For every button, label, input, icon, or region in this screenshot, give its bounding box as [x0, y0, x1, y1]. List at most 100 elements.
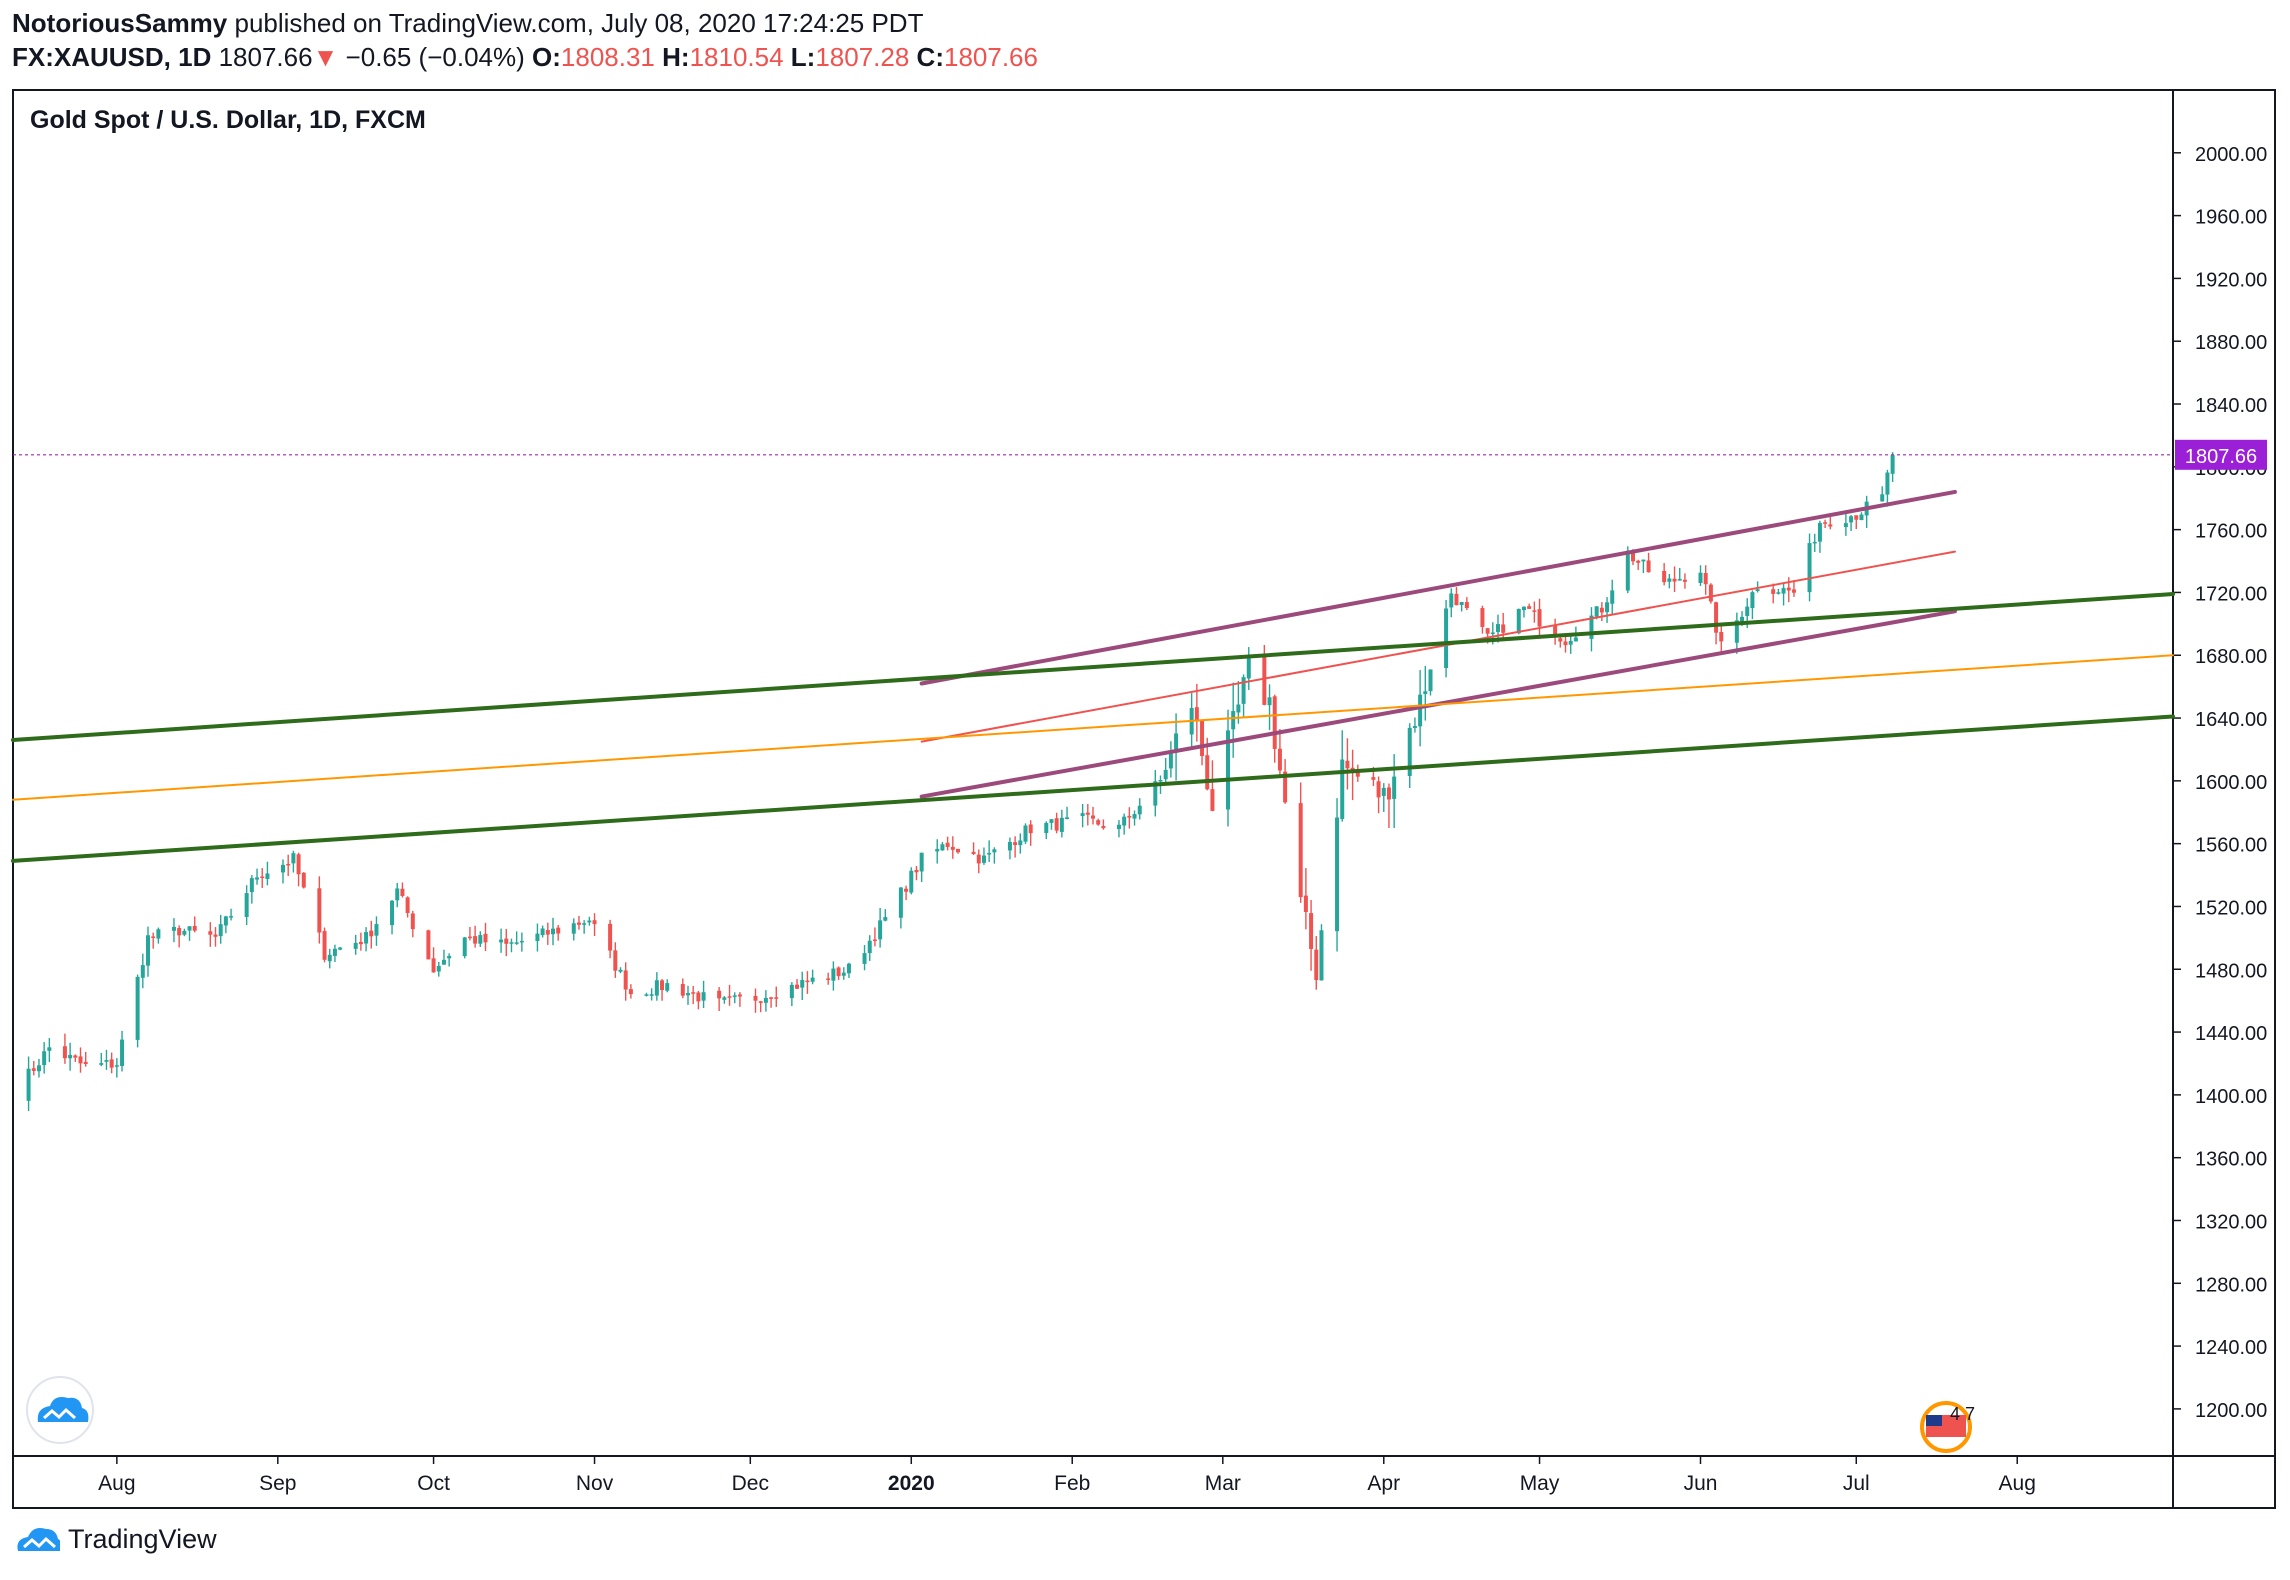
candle-body — [1823, 522, 1828, 524]
candle-body — [1116, 824, 1121, 830]
candle-body — [1682, 579, 1687, 582]
candle-body — [1444, 608, 1449, 668]
candle-body — [135, 976, 140, 1040]
footer-brand[interactable]: TradingView — [14, 1524, 217, 1555]
y-axis[interactable]: 1200.00 1240.00 1280.00 1320.00 1360.00 1400.… — [2173, 144, 2267, 1422]
candle-body — [1335, 817, 1340, 932]
x-tick-label: Nov — [576, 1472, 614, 1495]
candle-body — [914, 869, 919, 873]
trendline-channel-mid — [920, 550, 1956, 743]
candle-body — [1054, 818, 1059, 831]
candle-body — [1158, 780, 1163, 782]
trendline-group[interactable] — [11, 489, 2175, 863]
publish-info: NotoriousSammy published on TradingView.… — [12, 8, 923, 39]
author-name[interactable]: NotoriousSammy — [12, 8, 228, 38]
trendline-orange-mid — [12, 654, 2174, 801]
candle-body — [410, 913, 415, 930]
candle-body — [182, 930, 187, 935]
candle-body — [623, 970, 628, 990]
candle-body — [1708, 584, 1713, 602]
cloud-wave-icon — [43, 1407, 76, 1420]
candle-body — [732, 995, 737, 997]
candle-body — [1200, 719, 1205, 757]
candle-body — [1594, 606, 1599, 617]
high-label: H: — [662, 42, 690, 72]
candle-body — [1667, 578, 1672, 582]
candle-body — [1885, 472, 1890, 495]
candle-body — [535, 933, 540, 942]
ohlc-legend: FX:XAUUSD, 1D 1807.66▼ −0.65 (−0.04%) O:… — [12, 42, 1038, 73]
candle-body — [104, 1060, 109, 1062]
candle-body — [644, 994, 649, 996]
candle-body — [1096, 820, 1101, 825]
candle-body — [831, 968, 836, 981]
candle-body — [291, 853, 296, 864]
candle-body — [249, 878, 254, 893]
candle-body — [369, 930, 374, 937]
candle-body — [800, 979, 805, 988]
candle-body — [971, 851, 976, 854]
candle-body — [1521, 606, 1526, 611]
tradingview-cloud-icon — [37, 1397, 89, 1422]
last-price-tag-label: 1807.66 — [2185, 446, 2257, 468]
candle-body — [1371, 777, 1376, 780]
y-tick-label: 1880.00 — [2195, 332, 2267, 354]
candle-body — [478, 935, 483, 944]
candle-body — [260, 876, 265, 879]
candle-body — [841, 972, 846, 976]
y-tick-label: 1400.00 — [2195, 1086, 2267, 1108]
y-tick-label: 1960.00 — [2195, 207, 2267, 229]
candle-body — [1085, 812, 1090, 815]
candle-body — [26, 1068, 31, 1101]
y-tick-label: 1440.00 — [2195, 1023, 2267, 1045]
y-tick-label: 1240.00 — [2195, 1337, 2267, 1359]
candle-body — [1501, 624, 1506, 633]
candle-body — [1532, 610, 1537, 612]
publish-text: published on TradingView.com, July 08, 2… — [234, 8, 924, 38]
candle-body — [810, 977, 815, 982]
candle-body — [473, 936, 478, 944]
candle-body — [1454, 593, 1459, 606]
candle-body — [187, 926, 192, 931]
candle-body — [680, 984, 685, 996]
y-tick-label: 1320.00 — [2195, 1211, 2267, 1233]
candle-body — [1755, 589, 1760, 592]
candle-body — [400, 888, 405, 896]
candle-body — [1890, 455, 1895, 474]
candle-body — [1028, 824, 1033, 834]
candle-body — [265, 873, 270, 879]
candle-body — [898, 887, 903, 918]
x-tick-label: Apr — [1367, 1472, 1400, 1495]
candle-body — [1527, 606, 1532, 609]
candle-body — [322, 931, 327, 960]
candle-body — [1553, 625, 1558, 637]
candle-body — [447, 955, 452, 959]
x-axis[interactable]: Aug Sep Oct Nov Dec 2020 Feb Mar Apr May Jun Jul Aug — [98, 1456, 2036, 1495]
candle-body — [1023, 825, 1028, 842]
candle-body — [1314, 949, 1319, 981]
candle-body — [1828, 524, 1833, 527]
candle-body — [1714, 602, 1719, 633]
flag-badge-icon: 4 7 — [1920, 1401, 1975, 1453]
candle-body — [883, 917, 888, 921]
badge-number-icon: 4 7 — [1950, 1404, 1975, 1424]
candle-body — [867, 940, 872, 953]
candle-body — [846, 963, 851, 974]
candle-body — [862, 953, 867, 964]
candle-body — [1059, 817, 1064, 832]
y-tick-label: 2000.00 — [2195, 144, 2267, 166]
candle-body — [151, 936, 156, 938]
candle-body — [976, 854, 981, 864]
candle-body — [317, 888, 322, 933]
candle-body — [441, 959, 446, 965]
candle-body — [1849, 516, 1854, 523]
candle-body — [1091, 815, 1095, 819]
candle-body — [805, 980, 810, 983]
y-tick-label: 1840.00 — [2195, 395, 2267, 417]
candle-body — [1812, 541, 1817, 544]
x-tick-label: 2020 — [888, 1472, 935, 1495]
candle-body — [556, 927, 561, 934]
chart-logo-button[interactable] — [26, 1376, 94, 1444]
high-value: 1810.54 — [689, 42, 784, 72]
